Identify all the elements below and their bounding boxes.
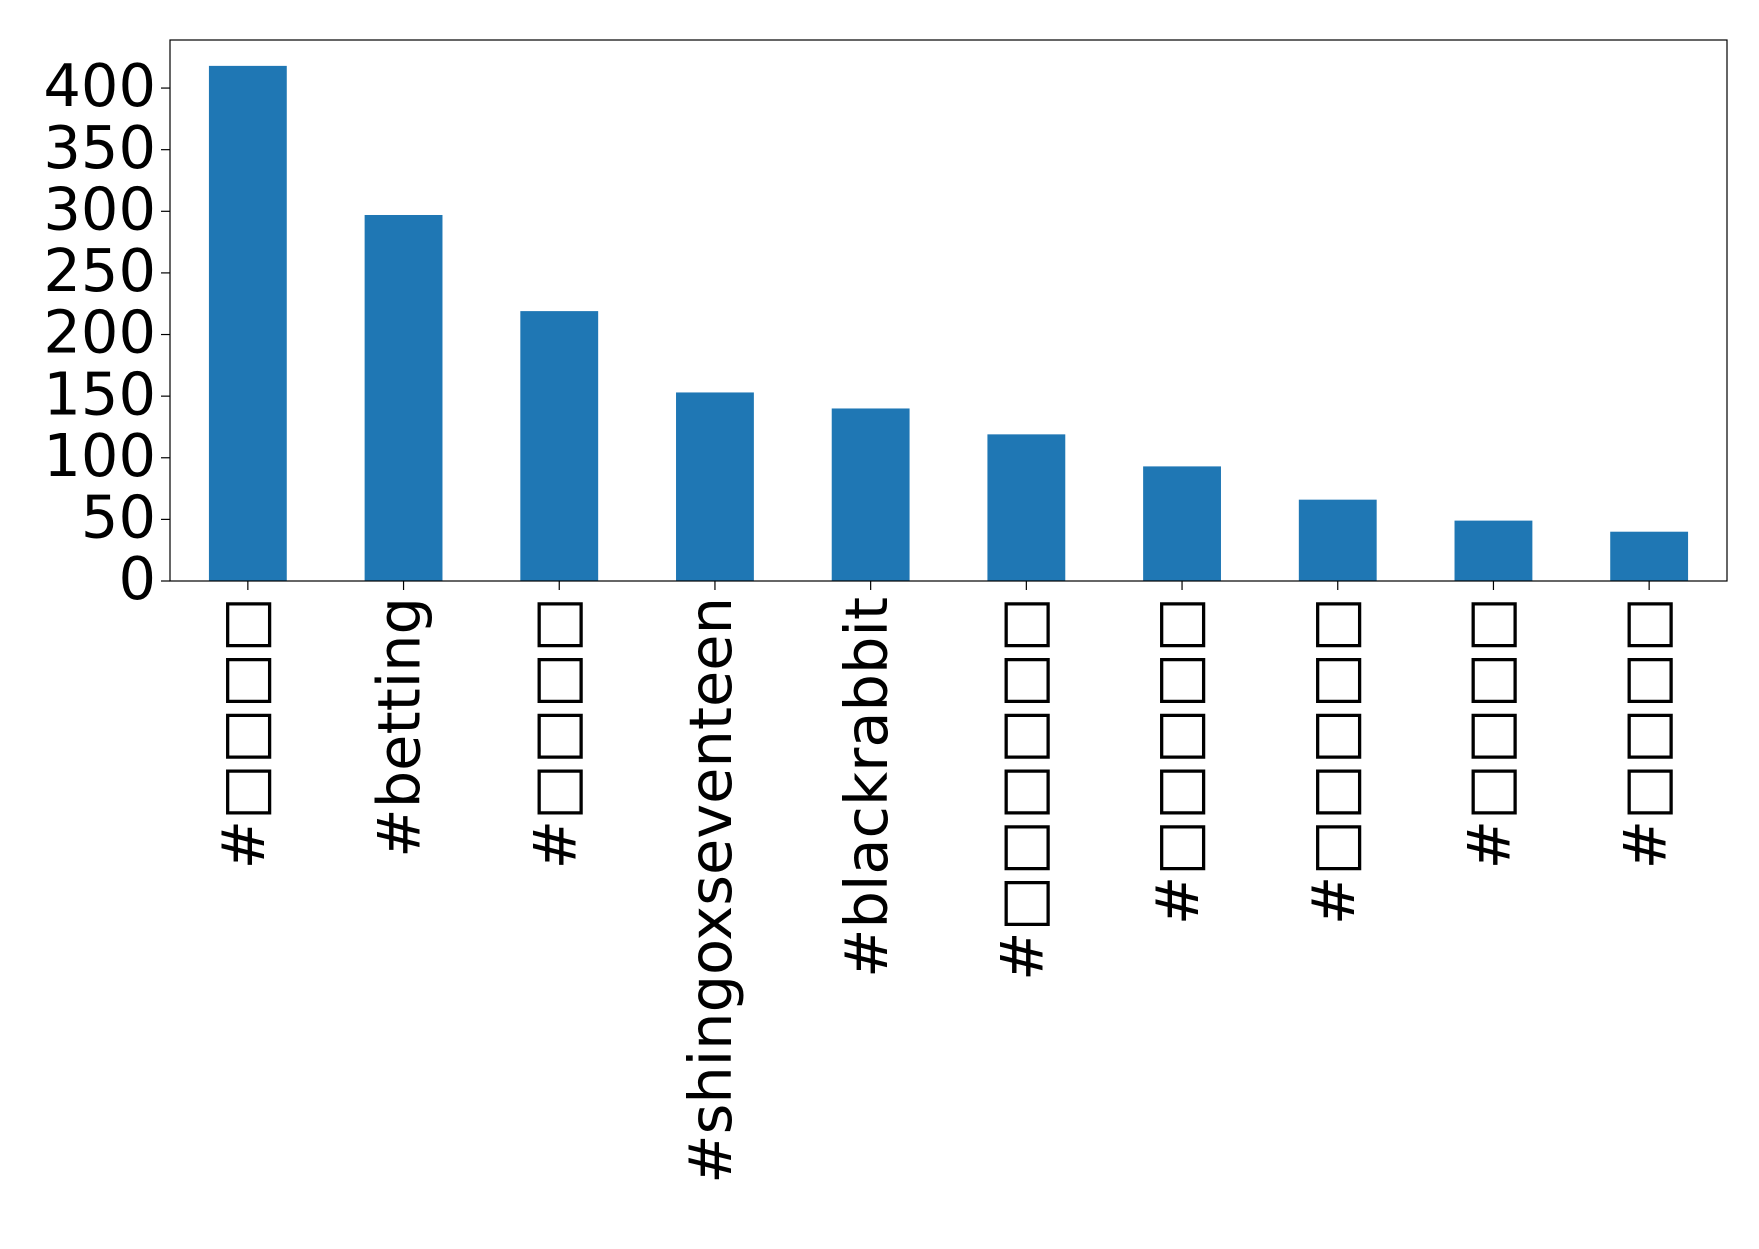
y-tick-label: 50 [81,482,156,551]
x-tick-label: #□□□□ [1610,597,1679,869]
bar [831,408,910,581]
bar [208,65,287,581]
x-tick-label: #□□□□□ [1143,597,1212,925]
x-tick-label: #□□□□□□ [987,597,1056,981]
x-tick-label: #□□□□ [209,597,278,869]
bar [1298,499,1377,581]
bar [676,392,754,581]
plot-frame [169,39,1728,582]
x-tick-label: #betting [365,597,434,858]
x-tick-label: #□□□□ [1455,597,1524,869]
x-tick-label: #blackrabbit [832,597,901,978]
bar [520,311,599,581]
bar [364,214,443,581]
y-tick-label: 250 [43,236,156,305]
bar [1610,531,1689,581]
bar [1143,466,1221,581]
bar [987,434,1066,581]
y-tick-label: 200 [43,298,156,367]
x-tick-label: #□□□□□ [1299,597,1368,925]
y-tick-label: 100 [43,421,156,490]
bar [1454,520,1533,581]
x-tick-label: #shingoxseventeen [676,597,745,1184]
y-tick-label: 150 [43,359,156,428]
y-tick-label: 400 [43,51,156,120]
y-tick-label: 0 [118,544,156,613]
y-tick-label: 350 [43,113,156,182]
x-tick-label: #□□□□ [520,597,589,869]
y-tick-label: 300 [43,174,156,243]
